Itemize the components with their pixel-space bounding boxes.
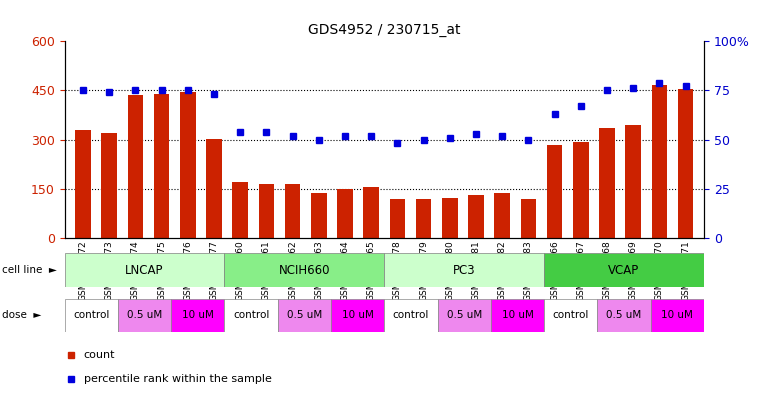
- Text: 0.5 uM: 0.5 uM: [287, 310, 322, 320]
- Text: 0.5 uM: 0.5 uM: [447, 310, 482, 320]
- Bar: [101, 133, 117, 238]
- Bar: [384, 253, 544, 287]
- Bar: [75, 130, 91, 238]
- Bar: [442, 198, 457, 238]
- Text: count: count: [84, 350, 116, 360]
- Bar: [154, 94, 170, 238]
- Bar: [651, 85, 667, 238]
- Bar: [491, 299, 544, 332]
- Bar: [363, 187, 379, 238]
- Text: control: control: [73, 310, 110, 320]
- Text: dose  ►: dose ►: [2, 310, 41, 320]
- Bar: [337, 189, 353, 238]
- Bar: [232, 182, 248, 238]
- Text: 0.5 uM: 0.5 uM: [127, 310, 162, 320]
- Text: 10 uM: 10 uM: [182, 310, 214, 320]
- Text: VCAP: VCAP: [608, 264, 640, 277]
- Text: control: control: [552, 310, 589, 320]
- Bar: [180, 92, 196, 238]
- Text: cell line  ►: cell line ►: [2, 265, 56, 275]
- Text: 10 uM: 10 uM: [501, 310, 533, 320]
- Text: percentile rank within the sample: percentile rank within the sample: [84, 374, 272, 384]
- Bar: [285, 184, 301, 238]
- Bar: [416, 199, 431, 238]
- Bar: [118, 299, 171, 332]
- Bar: [311, 193, 326, 238]
- Text: NCIH660: NCIH660: [279, 264, 330, 277]
- Bar: [206, 138, 222, 238]
- Bar: [573, 142, 589, 238]
- Text: GDS4952 / 230715_at: GDS4952 / 230715_at: [308, 23, 460, 37]
- Bar: [65, 253, 224, 287]
- Bar: [331, 299, 384, 332]
- Bar: [384, 299, 438, 332]
- Bar: [544, 299, 597, 332]
- Bar: [597, 299, 651, 332]
- Text: PC3: PC3: [453, 264, 476, 277]
- Bar: [468, 195, 484, 238]
- Bar: [546, 145, 562, 238]
- Bar: [278, 299, 331, 332]
- Text: control: control: [233, 310, 269, 320]
- Bar: [626, 125, 641, 238]
- Bar: [544, 253, 704, 287]
- Bar: [521, 199, 537, 238]
- Text: control: control: [393, 310, 429, 320]
- Bar: [651, 299, 704, 332]
- Bar: [390, 199, 406, 238]
- Bar: [259, 184, 274, 238]
- Text: LNCAP: LNCAP: [126, 264, 164, 277]
- Bar: [224, 253, 384, 287]
- Bar: [495, 193, 510, 238]
- Bar: [128, 95, 143, 238]
- Bar: [438, 299, 491, 332]
- Text: 0.5 uM: 0.5 uM: [607, 310, 642, 320]
- Bar: [678, 89, 693, 238]
- Text: 10 uM: 10 uM: [342, 310, 374, 320]
- Bar: [224, 299, 278, 332]
- Text: 10 uM: 10 uM: [661, 310, 693, 320]
- Bar: [65, 299, 118, 332]
- Bar: [171, 299, 224, 332]
- Bar: [599, 128, 615, 238]
